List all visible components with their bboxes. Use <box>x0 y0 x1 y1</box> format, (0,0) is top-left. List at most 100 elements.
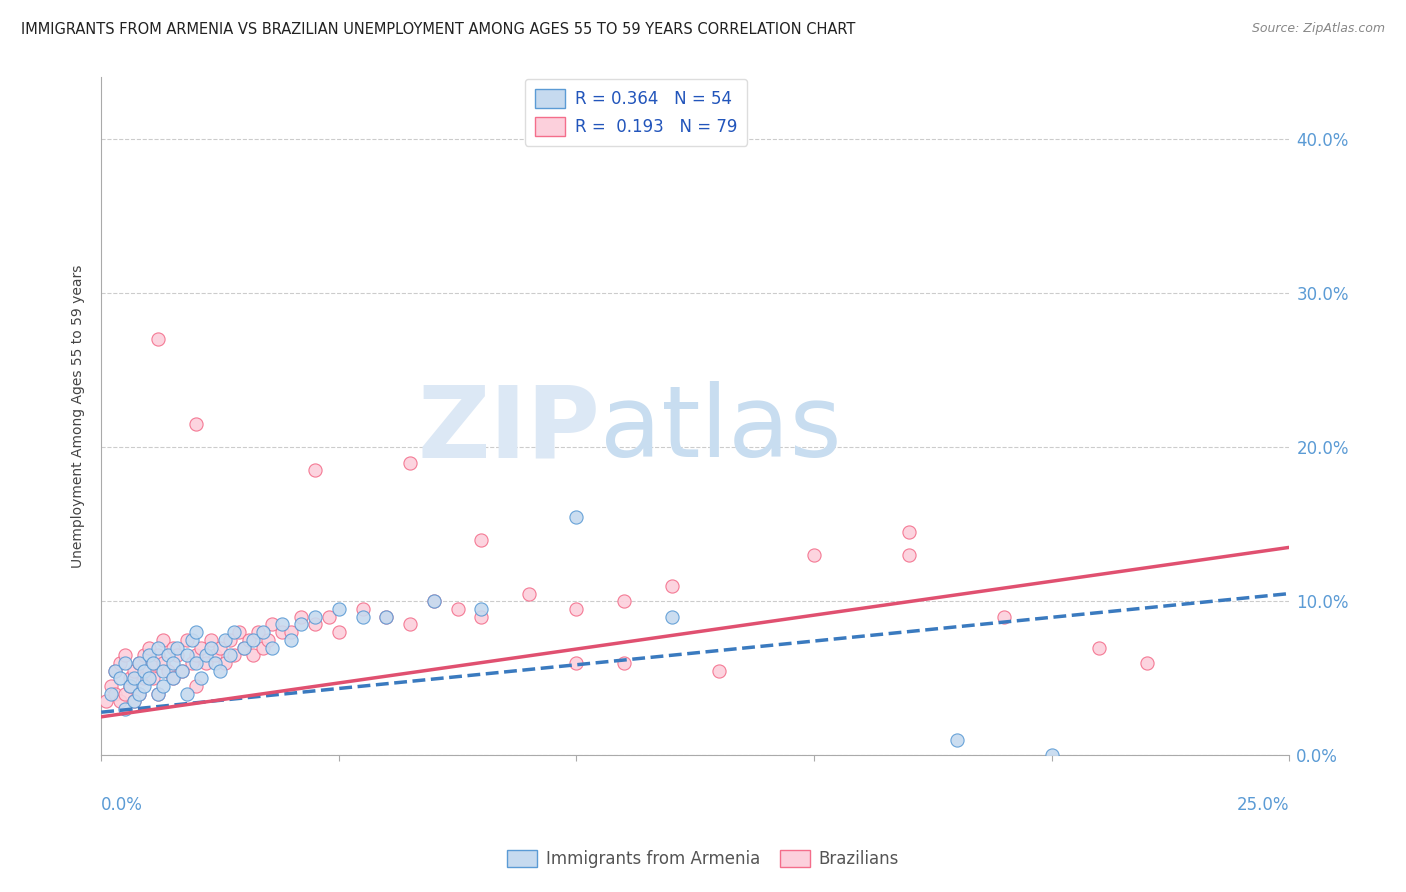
Point <box>104 664 127 678</box>
Point <box>252 625 274 640</box>
Point <box>124 694 146 708</box>
Text: atlas: atlas <box>600 382 842 478</box>
Point <box>200 632 222 647</box>
Point <box>114 656 136 670</box>
Point <box>186 417 208 431</box>
Point <box>124 694 146 708</box>
Point <box>194 648 217 663</box>
Point <box>176 632 198 647</box>
Point <box>186 656 208 670</box>
Point <box>138 664 160 678</box>
Point <box>707 664 730 678</box>
Point <box>200 640 222 655</box>
Point <box>142 656 165 670</box>
Point <box>186 648 208 663</box>
Y-axis label: Unemployment Among Ages 55 to 59 years: Unemployment Among Ages 55 to 59 years <box>72 265 86 568</box>
Point <box>375 609 398 624</box>
Point <box>470 609 492 624</box>
Point <box>132 679 155 693</box>
Point <box>661 609 683 624</box>
Point <box>290 617 312 632</box>
Point <box>208 664 231 678</box>
Point <box>247 625 270 640</box>
Point <box>280 632 302 647</box>
Point <box>803 548 825 562</box>
Point <box>132 671 155 685</box>
Point <box>138 640 160 655</box>
Point <box>190 640 212 655</box>
Point <box>262 617 284 632</box>
Point <box>993 609 1015 624</box>
Point <box>132 648 155 663</box>
Point <box>228 625 250 640</box>
Point <box>1040 748 1063 763</box>
Point <box>156 648 179 663</box>
Point <box>224 648 246 663</box>
Point <box>128 656 150 670</box>
Point <box>186 625 208 640</box>
Point <box>328 602 350 616</box>
Point <box>898 524 921 539</box>
Point <box>218 632 240 647</box>
Point <box>470 533 492 547</box>
Point <box>104 664 127 678</box>
Point <box>304 609 326 624</box>
Text: IMMIGRANTS FROM ARMENIA VS BRAZILIAN UNEMPLOYMENT AMONG AGES 55 TO 59 YEARS CORR: IMMIGRANTS FROM ARMENIA VS BRAZILIAN UNE… <box>21 22 855 37</box>
Point <box>148 332 170 346</box>
Point <box>517 586 540 600</box>
Point <box>270 625 292 640</box>
Point <box>166 640 188 655</box>
Point <box>110 671 132 685</box>
Point <box>148 687 170 701</box>
Point <box>399 617 422 632</box>
Point <box>100 687 122 701</box>
Point <box>218 648 240 663</box>
Point <box>565 509 588 524</box>
Point <box>186 679 208 693</box>
Point <box>190 671 212 685</box>
Point <box>110 694 132 708</box>
Point <box>214 632 236 647</box>
Point <box>176 687 198 701</box>
Point <box>138 671 160 685</box>
Point <box>180 632 202 647</box>
Point <box>118 671 141 685</box>
Point <box>124 671 146 685</box>
Point <box>132 664 155 678</box>
Point <box>114 687 136 701</box>
Point <box>290 609 312 624</box>
Point <box>375 609 398 624</box>
Point <box>224 625 246 640</box>
Point <box>304 463 326 477</box>
Point <box>613 656 636 670</box>
Point <box>423 594 446 608</box>
Point <box>152 656 174 670</box>
Point <box>162 671 184 685</box>
Point <box>328 625 350 640</box>
Point <box>256 632 278 647</box>
Point <box>118 679 141 693</box>
Point <box>898 548 921 562</box>
Point <box>242 648 264 663</box>
Point <box>318 609 340 624</box>
Point <box>128 656 150 670</box>
Point <box>447 602 470 616</box>
Legend: Immigrants from Armenia, Brazilians: Immigrants from Armenia, Brazilians <box>501 843 905 875</box>
Point <box>148 648 170 663</box>
Point <box>565 602 588 616</box>
Point <box>142 656 165 670</box>
Point <box>170 664 193 678</box>
Point <box>262 640 284 655</box>
Point <box>945 733 967 747</box>
Point <box>148 687 170 701</box>
Text: ZIP: ZIP <box>418 382 600 478</box>
Point <box>1088 640 1111 655</box>
Point <box>110 656 132 670</box>
Point <box>128 687 150 701</box>
Point <box>162 671 184 685</box>
Point <box>166 648 188 663</box>
Legend: R = 0.364   N = 54, R =  0.193   N = 79: R = 0.364 N = 54, R = 0.193 N = 79 <box>524 79 747 145</box>
Point <box>242 632 264 647</box>
Point <box>204 648 226 663</box>
Point <box>470 602 492 616</box>
